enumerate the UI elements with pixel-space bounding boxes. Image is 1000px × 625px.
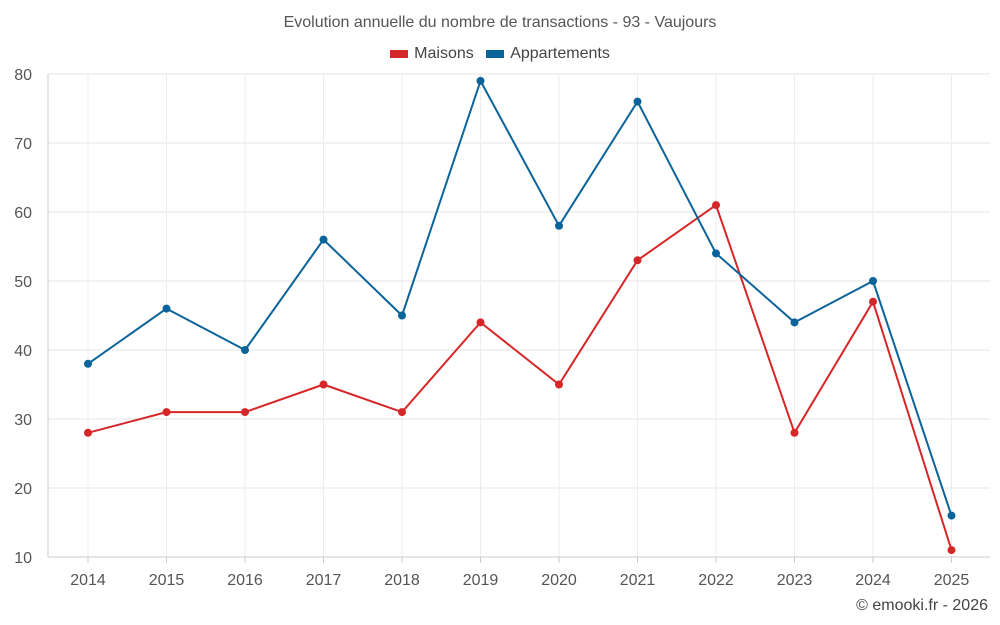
data-point-maisons-2014 [84, 428, 92, 437]
legend-item-maisons[interactable]: Maisons [390, 45, 474, 63]
series-line-maisons [87, 204, 953, 551]
series-line-appartements [87, 79, 953, 516]
y-tick-label-70: 70 [14, 136, 32, 153]
data-point-maisons-2025 [947, 546, 956, 555]
y-tick-label-20: 20 [14, 481, 32, 498]
y-tick-label-10: 10 [14, 550, 32, 567]
data-point-appartements-2017 [319, 235, 328, 244]
x-tick-label-2016: 2016 [227, 572, 263, 589]
legend-label-appartements: Appartements [510, 45, 610, 62]
x-tick-label-2019: 2019 [463, 572, 499, 589]
x-tick-label-2022: 2022 [698, 572, 734, 589]
data-point-appartements-2018 [398, 311, 406, 320]
legend-label-maisons: Maisons [414, 45, 474, 62]
y-tick-label-50: 50 [14, 274, 32, 291]
chart-title: Evolution annuelle du nombre de transact… [283, 14, 717, 31]
legend-swatch-appartements [486, 50, 505, 58]
data-point-appartements-2014 [84, 359, 92, 368]
data-point-maisons-2018 [398, 408, 406, 417]
x-tick-label-2020: 2020 [541, 572, 577, 589]
x-tick-label-2018: 2018 [384, 572, 420, 589]
credit-text: © emooki.fr - 2026 [856, 597, 988, 614]
y-tick-label-60: 60 [14, 205, 32, 222]
x-tick-label-2015: 2015 [149, 572, 185, 589]
data-point-appartements-2025 [947, 511, 956, 520]
data-point-appartements-2024 [869, 277, 877, 285]
data-point-maisons-2024 [869, 297, 877, 306]
data-point-maisons-2021 [633, 256, 642, 265]
x-tick-label-2024: 2024 [855, 572, 891, 589]
data-point-maisons-2020 [555, 380, 563, 389]
data-point-maisons-2016 [241, 408, 249, 417]
x-tick-label-2014: 2014 [70, 572, 106, 589]
data-point-appartements-2023 [790, 318, 799, 327]
data-point-appartements-2022 [712, 249, 720, 258]
data-point-maisons-2015 [162, 408, 171, 417]
y-tick-label-40: 40 [14, 343, 32, 360]
data-point-maisons-2023 [790, 428, 799, 437]
data-point-appartements-2015 [162, 304, 171, 313]
legend: Maisons Appartements [0, 45, 1000, 63]
x-tick-label-2021: 2021 [620, 572, 656, 589]
x-tick-label-2023: 2023 [777, 572, 813, 589]
x-tick-label-2017: 2017 [306, 572, 342, 589]
data-point-appartements-2019 [476, 76, 485, 85]
x-tick-label-2025: 2025 [934, 572, 970, 589]
y-tick-label-30: 30 [14, 412, 32, 429]
data-point-maisons-2019 [476, 318, 485, 327]
data-point-appartements-2021 [633, 97, 642, 106]
data-point-appartements-2016 [241, 346, 249, 354]
data-point-maisons-2017 [319, 380, 328, 389]
y-tick-label-80: 80 [14, 67, 32, 84]
data-point-maisons-2022 [712, 201, 720, 210]
legend-swatch-maisons [390, 50, 409, 58]
data-point-appartements-2020 [555, 221, 563, 230]
legend-item-appartements[interactable]: Appartements [486, 45, 610, 63]
